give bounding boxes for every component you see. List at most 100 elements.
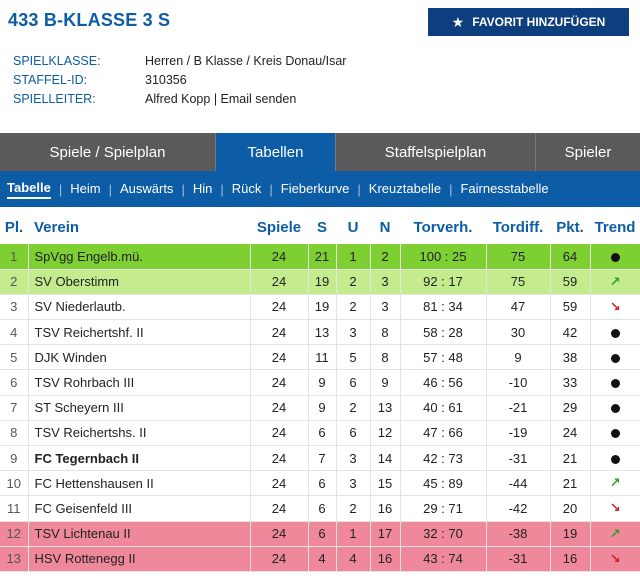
cell-wins: 6 [308,470,337,497]
cell-position: 3 [0,294,29,321]
cell-team-name[interactable]: SpVgg Engelb.mü. [28,244,251,270]
cell-position: 5 [0,344,29,371]
cell-team-name[interactable]: SV Oberstimm [28,269,251,295]
dot-icon [610,429,620,439]
table-row[interactable]: 10 FC Hettenshausen II 24 6 3 15 45 : 89 -44 21 ↗ [0,470,640,497]
subnav-separator: | [108,181,112,197]
cell-draws: 5 [336,344,371,371]
cell-goal-ratio: 47 : 66 [400,420,487,447]
cell-position: 12 [0,521,29,547]
cell-games: 24 [250,521,309,547]
subnav-separator: | [181,181,185,197]
subnav-heim[interactable]: Heim [70,180,101,196]
cell-position: 7 [0,395,29,421]
subnav-auswaerts[interactable]: Auswärts [119,180,174,196]
cell-goal-diff: -31 [486,546,551,572]
cell-losses: 8 [370,319,401,346]
cell-wins: 6 [308,521,337,547]
cell-team-name[interactable]: FC Tegernbach II [28,445,251,472]
cell-goal-diff: -10 [486,369,551,396]
tab-tabellen[interactable]: Tabellen [216,133,336,171]
cell-wins: 7 [308,445,337,472]
cell-team-name[interactable]: TSV Rohrbach III [28,369,251,396]
cell-draws: 2 [336,269,371,295]
cell-team-name[interactable]: DJK Winden [28,344,251,371]
subnav-separator: | [220,181,224,197]
cell-team-name[interactable]: HSV Rottenegg II [28,546,251,572]
table-row[interactable]: 7 ST Scheyern III 24 9 2 13 40 : 61 -21 29 [0,395,640,421]
table-row[interactable]: 13 HSV Rottenegg II 24 4 4 16 43 : 74 -31 16 ↘ [0,546,640,572]
spielleiter-label: SPIELLEITER: [13,92,96,106]
table-header-row: Pl. Verein Spiele S U N Torverh. Tordiff… [0,210,640,244]
cell-points: 16 [550,546,591,572]
cell-losses: 16 [370,546,401,572]
tab-staffelspielplan[interactable]: Staffelspielplan [336,133,536,171]
col-header-torverh[interactable]: Torverh. [400,210,486,244]
table-row[interactable]: 8 TSV Reichertshs. II 24 6 6 12 47 : 66 -19 24 [0,420,640,447]
spielleiter-value: Alfred Kopp | Email senden [145,90,296,109]
col-header-spiele[interactable]: Spiele [250,210,308,244]
subnav-rueck[interactable]: Rück [231,180,262,196]
cell-losses: 9 [370,369,401,396]
cell-losses: 8 [370,344,401,371]
table-row[interactable]: 9 FC Tegernbach II 24 7 3 14 42 : 73 -31 21 [0,445,640,472]
dot-icon [610,379,620,389]
cell-team-name[interactable]: SV Niederlautb. [28,294,251,321]
cell-points: 19 [550,521,591,547]
table-row[interactable]: 11 FC Geisenfeld III 24 6 2 16 29 : 71 -42 20 ↘ [0,495,640,522]
cell-team-name[interactable]: FC Hettenshausen II [28,470,251,497]
tab-spieler[interactable]: Spieler [536,133,640,171]
cell-trend: ↗ [590,470,640,497]
cell-team-name[interactable]: FC Geisenfeld III [28,495,251,522]
subnav-fieberkurve[interactable]: Fieberkurve [280,180,350,196]
cell-losses: 14 [370,445,401,472]
email-link[interactable]: Email senden [220,92,297,106]
col-header-tordiff[interactable]: Tordiff. [486,210,550,244]
col-header-u[interactable]: U [336,210,370,244]
subnav-tabelle[interactable]: Tabelle [7,180,51,199]
cell-points: 21 [550,445,591,472]
col-header-pl[interactable]: Pl. [0,210,28,244]
subnav-hin[interactable]: Hin [192,180,213,196]
cell-goal-ratio: 81 : 34 [400,294,487,321]
subnav-kreuztabelle[interactable]: Kreuztabelle [368,180,442,196]
spielleiter-separator: | [213,92,218,106]
cell-losses: 16 [370,495,401,522]
cell-team-name[interactable]: ST Scheyern III [28,395,251,421]
cell-points: 64 [550,244,591,270]
cell-team-name[interactable]: TSV Reichertshf. II [28,319,251,346]
table-row[interactable]: 2 SV Oberstimm 24 19 2 3 92 : 17 75 59 ↗ [0,269,640,295]
cell-goal-ratio: 100 : 25 [400,244,487,270]
tab-spiele[interactable]: Spiele / Spielplan [0,133,216,171]
cell-trend [590,395,640,421]
cell-goal-ratio: 58 : 28 [400,319,487,346]
league-header: 433 B-KLASSE 3 S ★ FAVORIT HINZUFÜGEN SP… [0,0,640,125]
arrow-down-right-icon: ↘ [609,298,621,314]
table-row[interactable]: 12 TSV Lichtenau II 24 6 1 17 32 : 70 -38 19 ↗ [0,521,640,547]
cell-losses: 3 [370,294,401,321]
page-title: 433 B-KLASSE 3 S [8,10,171,30]
table-row[interactable]: 4 TSV Reichertshf. II 24 13 3 8 58 : 28 30 42 [0,319,640,346]
main-tabs: Spiele / Spielplan Tabellen Staffelspiel… [0,133,640,171]
table-row[interactable]: 3 SV Niederlautb. 24 19 2 3 81 : 34 47 59 ↘ [0,294,640,321]
cell-points: 21 [550,470,591,497]
add-favorite-button[interactable]: ★ FAVORIT HINZUFÜGEN [428,8,629,36]
cell-losses: 3 [370,269,401,295]
table-row[interactable]: 5 DJK Winden 24 11 5 8 57 : 48 9 38 [0,344,640,371]
meta-row-spielklasse: SPIELKLASSE: Herren / B Klasse / Kreis D… [13,52,346,71]
col-header-trend[interactable]: Trend [590,210,640,244]
cell-position: 2 [0,269,29,295]
cell-team-name[interactable]: TSV Reichertshs. II [28,420,251,447]
col-header-pkt[interactable]: Pkt. [550,210,590,244]
table-row[interactable]: 6 TSV Rohrbach III 24 9 6 9 46 : 56 -10 33 [0,369,640,396]
col-header-n[interactable]: N [370,210,400,244]
subnav-fairnesstabelle[interactable]: Fairnesstabelle [460,180,549,196]
table-row[interactable]: 1 SpVgg Engelb.mü. 24 21 1 2 100 : 25 75 64 [0,244,640,270]
cell-wins: 6 [308,420,337,447]
cell-position: 1 [0,244,29,270]
cell-points: 59 [550,269,591,295]
cell-team-name[interactable]: TSV Lichtenau II [28,521,251,547]
col-header-verein[interactable]: Verein [28,210,250,244]
col-header-s[interactable]: S [308,210,336,244]
dot-icon [610,252,620,262]
